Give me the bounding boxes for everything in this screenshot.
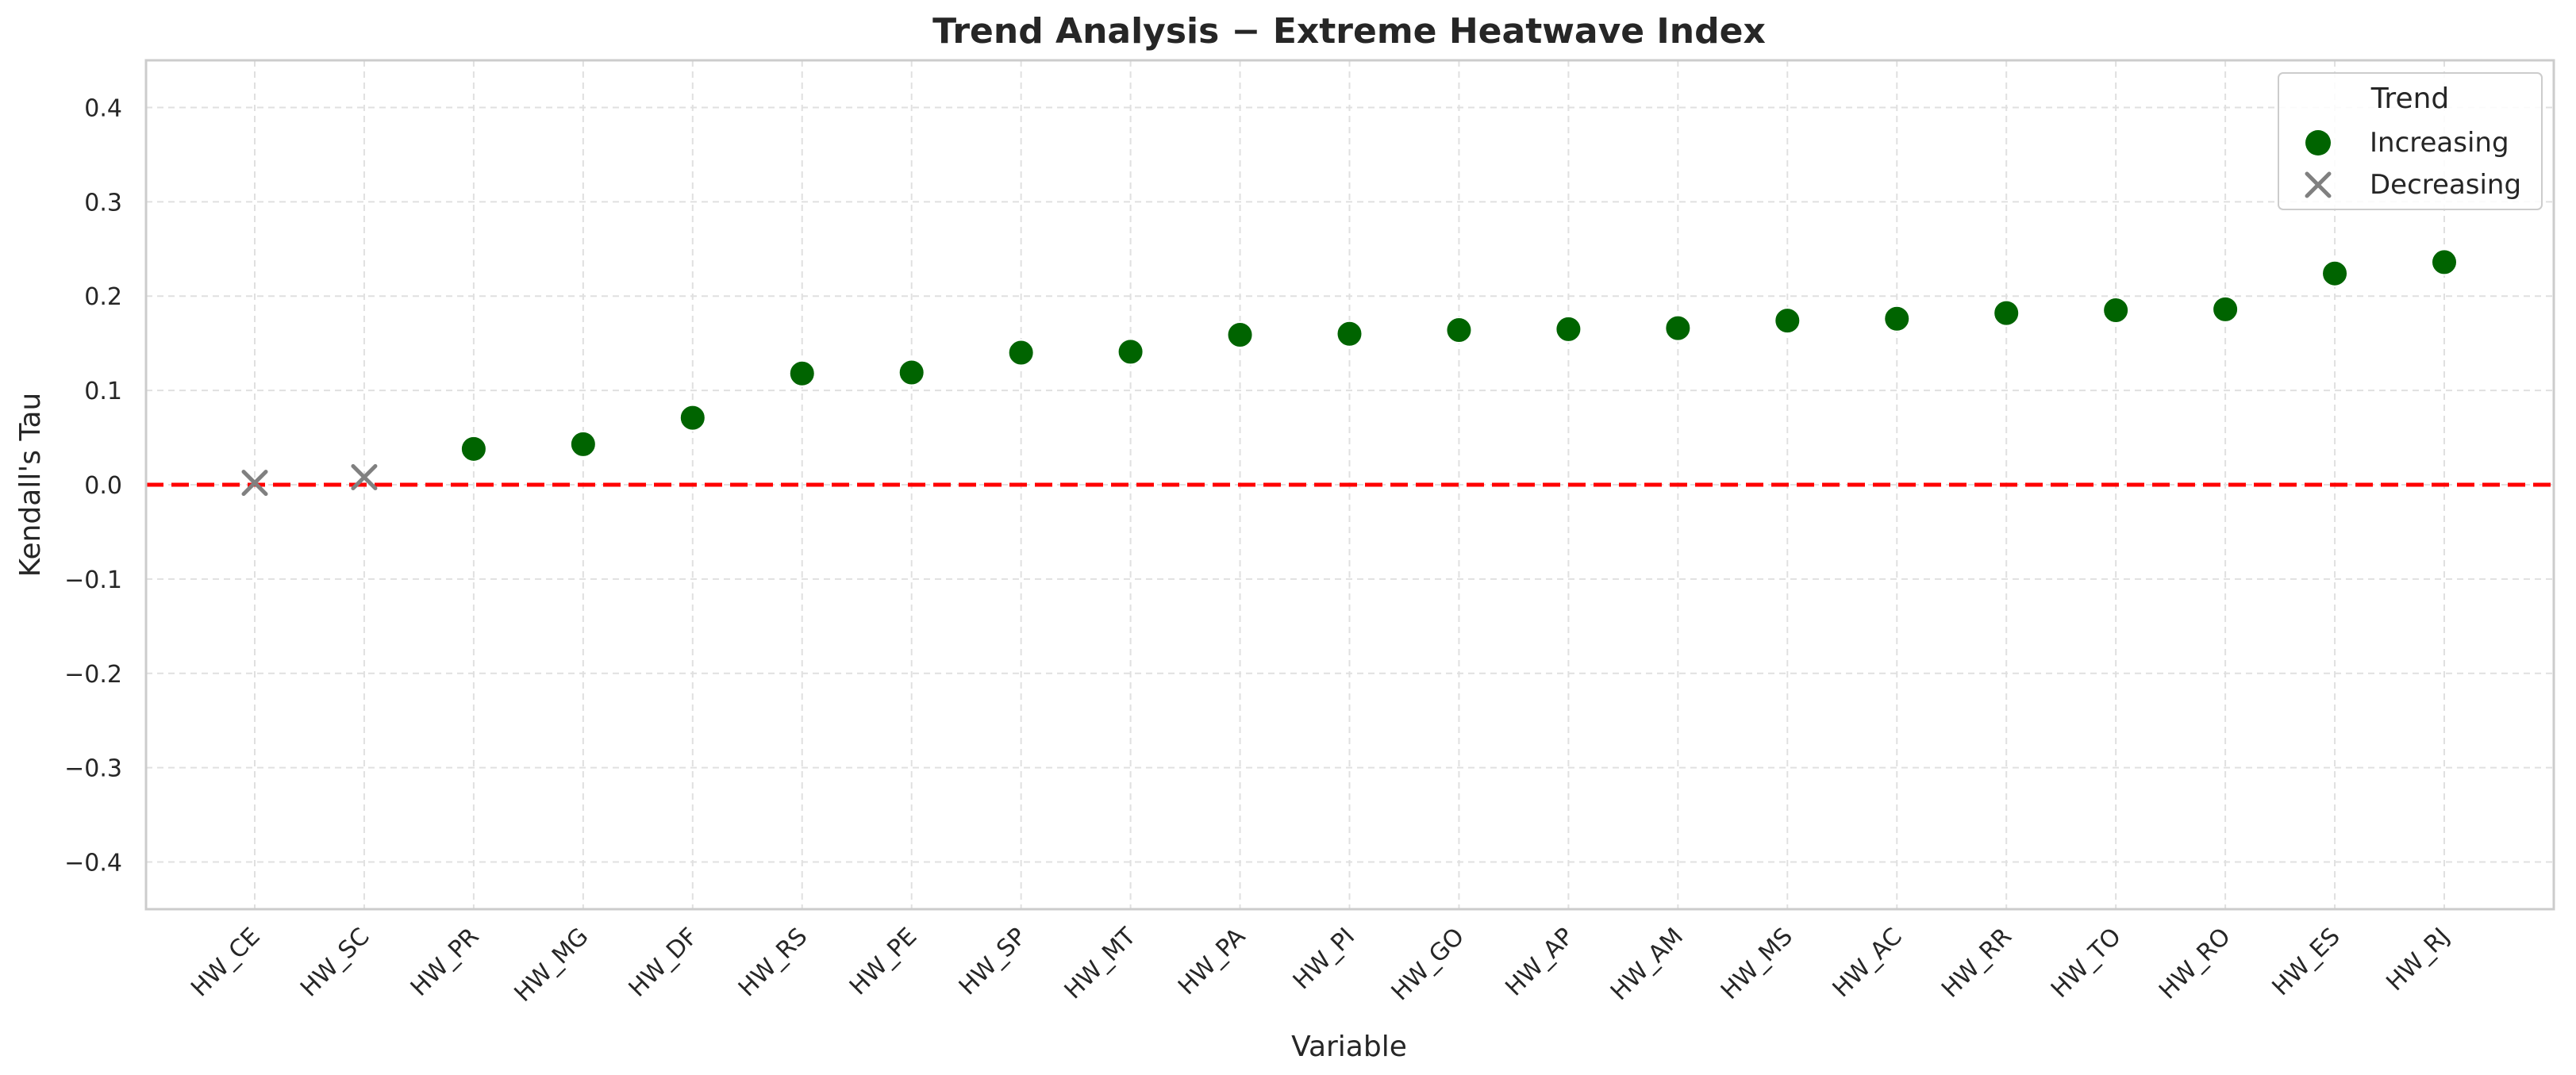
x-axis-label: Variable	[1291, 1031, 1407, 1063]
point-increasing	[1555, 315, 1582, 343]
y-tick-label: −0.4	[64, 850, 122, 877]
x-tick-label: HW_MG	[509, 923, 594, 1008]
plot-frame	[144, 59, 2555, 911]
point-increasing	[2321, 259, 2349, 287]
x-tick-label: HW_ES	[2267, 923, 2346, 1001]
x-tick-label: HW_RO	[2154, 923, 2236, 1005]
x-tick-label: HW_RJ	[2381, 923, 2455, 996]
chart-title: Trend Analysis − Extreme Heatwave Index	[932, 11, 1766, 52]
legend-box	[2278, 72, 2543, 210]
point-increasing	[1883, 305, 1911, 332]
point-increasing	[788, 359, 816, 387]
x-tick-label: HW_TO	[2046, 923, 2127, 1004]
y-tick-label: −0.2	[64, 661, 122, 689]
y-tick-label: 0.2	[84, 283, 122, 311]
x-tick-label: HW_PR	[406, 923, 485, 1002]
x-tick-label: HW_AP	[1500, 923, 1579, 1002]
point-increasing	[1774, 307, 1801, 335]
x-tick-label: HW_AC	[1828, 923, 1908, 1003]
point-increasing	[1226, 321, 1254, 348]
point-decreasing	[351, 463, 378, 490]
point-increasing	[569, 430, 597, 458]
legend-title: Trend	[2370, 83, 2450, 115]
point-increasing	[1445, 317, 1473, 344]
y-tick-label: 0.1	[84, 378, 122, 405]
point-increasing	[898, 359, 925, 386]
x-tick-labels: HW_CE HW_SC HW_PR HW_MG HW_DF HW_RS HW_PE HW_SP…	[186, 922, 2455, 1007]
legend-marker-increasing	[2305, 130, 2331, 155]
x-tick-label: HW_CE	[186, 923, 265, 1002]
x-tick-label: HW_PA	[1173, 923, 1251, 1001]
point-increasing	[1007, 339, 1035, 367]
x-tick-label: HW_GO	[1386, 923, 1470, 1006]
legend-label-decreasing: Decreasing	[2370, 169, 2521, 201]
point-increasing	[1117, 338, 1144, 366]
point-increasing	[459, 435, 487, 463]
x-tick-label: HW_PE	[844, 923, 922, 1000]
y-tick-label: −0.1	[64, 566, 122, 594]
point-increasing	[2212, 295, 2240, 323]
y-axis-label: Kendall's Tau	[14, 393, 47, 578]
point-increasing	[2431, 248, 2458, 276]
point-increasing	[1336, 320, 1363, 347]
y-tick-label: 0.3	[84, 189, 122, 217]
x-tick-label: HW_DF	[624, 923, 704, 1003]
point-increasing	[679, 404, 706, 432]
y-tick-labels: −0.4 −0.3 −0.2 −0.1 0.0 0.1 0.2 0.3 0.4	[64, 94, 122, 877]
point-increasing	[1664, 314, 1692, 342]
x-tick-label: HW_PI	[1288, 923, 1360, 995]
point-increasing	[1993, 299, 2020, 327]
x-tick-label: HW_AM	[1605, 923, 1689, 1006]
y-tick-label: 0.0	[84, 472, 122, 500]
point-increasing	[2102, 297, 2130, 324]
x-tick-label: HW_SP	[954, 923, 1032, 1001]
x-tick-label: HW_RR	[1936, 923, 2017, 1004]
y-tick-label: −0.3	[64, 755, 122, 783]
y-tick-label: 0.4	[84, 94, 122, 122]
x-tick-label: HW_MT	[1059, 922, 1142, 1004]
point-decreasing	[241, 470, 268, 497]
legend: Trend Increasing Decreasing	[2278, 72, 2543, 210]
x-tick-label: HW_MS	[1716, 923, 1798, 1005]
x-tick-label: HW_RS	[733, 923, 813, 1002]
x-tick-label: HW_SC	[295, 923, 375, 1003]
legend-label-increasing: Increasing	[2370, 127, 2509, 159]
legend-marker-decreasing	[2305, 171, 2332, 198]
data-points	[241, 248, 2458, 497]
